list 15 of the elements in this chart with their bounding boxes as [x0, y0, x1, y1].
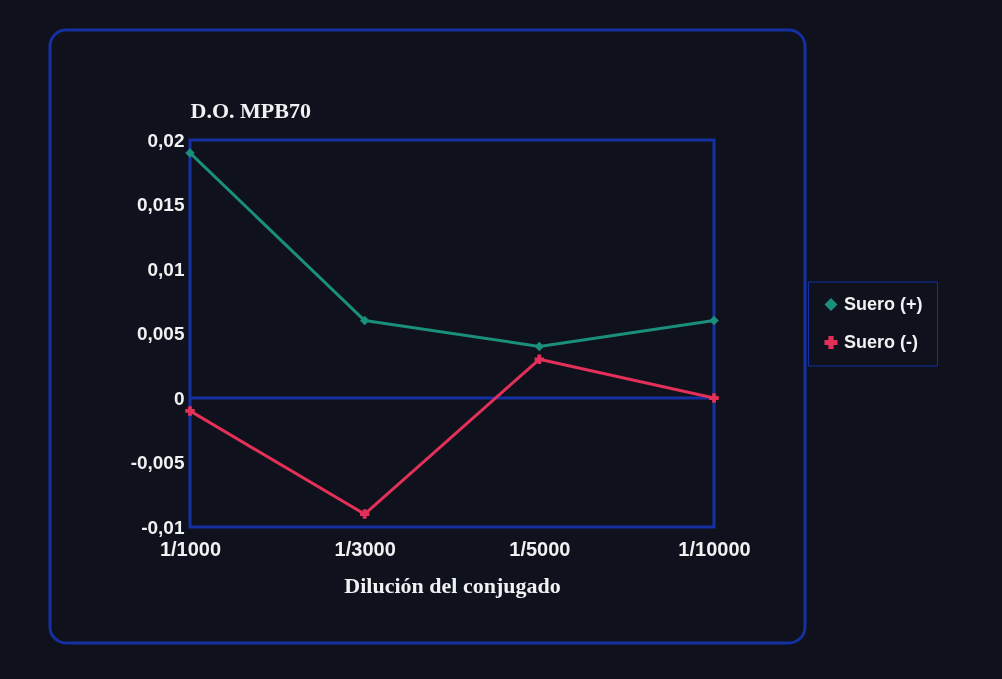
x-tick-label: 1/1000 [159, 537, 222, 560]
y-tick-label: -0,01 [141, 516, 185, 538]
y-tick-label: 0,005 [136, 323, 185, 344]
y-tick-label: 0,01 [147, 258, 185, 280]
x-axis-title: Dilución del conjugado [344, 572, 561, 598]
legend-label: Suero (+) [844, 293, 923, 314]
x-tick-label: 1/3000 [334, 537, 396, 560]
y-axis-title: D.O. MPB70 [190, 97, 311, 123]
x-tick-label: 1/10000 [678, 537, 751, 560]
y-tick-label: -0,005 [130, 452, 185, 473]
y-tick-label: 0,02 [147, 129, 185, 151]
y-tick-label: 0,015 [136, 194, 185, 215]
y-tick-label: 0 [173, 387, 185, 409]
x-tick-label: 1/5000 [509, 537, 571, 560]
legend-label: Suero (-) [844, 331, 918, 352]
